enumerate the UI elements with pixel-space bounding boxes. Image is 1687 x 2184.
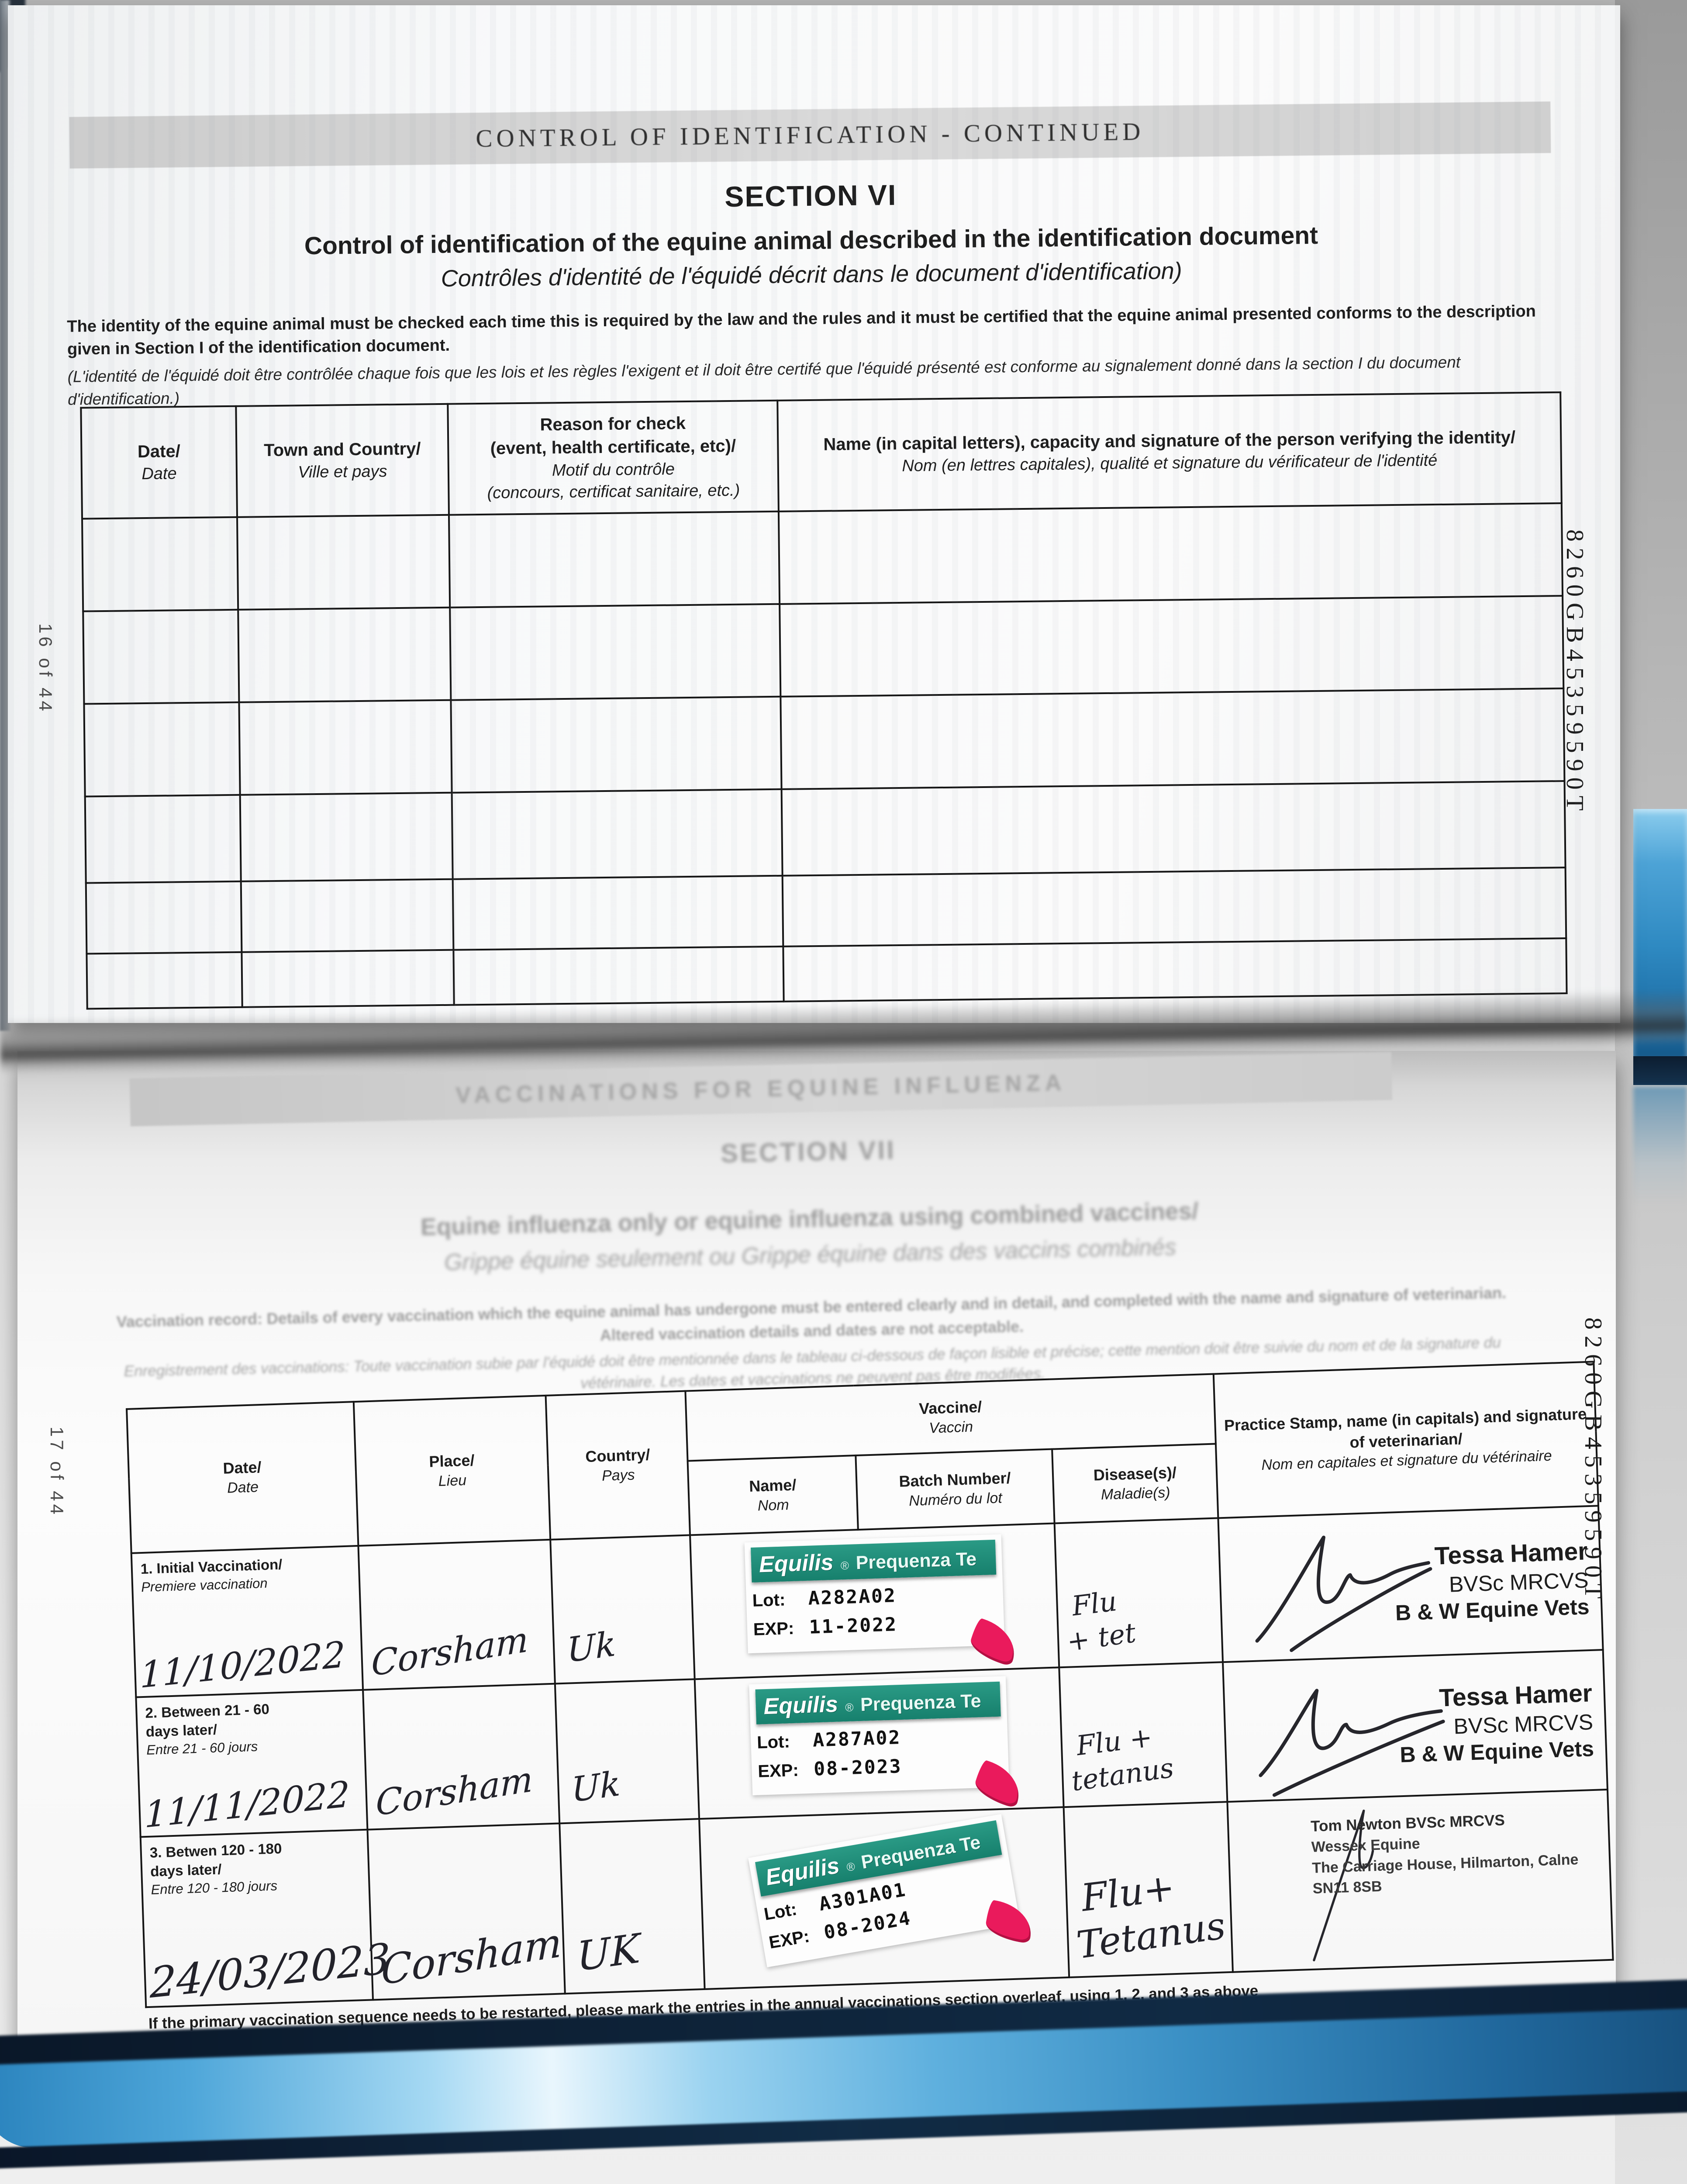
empty-cell [780,596,1564,697]
sticker-brand-band: Equilis ® Prequenza Te [755,1681,1001,1724]
empty-cell [780,688,1565,789]
vaccine-sticker: Equilis ® Prequenza Te Lot: A287A02 EXP: 08-… [749,1676,1027,1809]
empty-row [85,781,1566,883]
passport-number: 8260GB45359590T [1580,1317,1607,1605]
empty-cell [240,792,453,881]
empty-cell [451,696,782,793]
empty-cell [237,515,450,610]
section-title: SECTION VI [724,178,897,213]
empty-cell [452,875,783,950]
date-cell: 2. Between 21 - 60 days later/ Entre 21 … [136,1690,368,1837]
stamp-cell: Tessa Hamer BVSc MRCVS B & W Equine Vets [1218,1506,1603,1662]
vax-col-disease: Disease(s)/ Maladie(s) [1052,1444,1218,1524]
vax-col-place: Place/ Lieu [353,1395,551,1546]
country-cell: Uk [550,1535,695,1684]
empty-cell [85,795,241,883]
vaccine-sticker-cell: Equilis ® Prequenza Te Lot: A282A02 EXP: 11-… [690,1523,1059,1679]
empty-row [84,688,1565,797]
vax-col-country: Country/ Pays [545,1391,690,1540]
empty-cell [783,938,1567,1002]
handwritten-country: Uk [571,1764,621,1811]
practice-stamp: Tessa Hamer BVSc MRCVS B & W Equine Vets [1399,1679,1594,1767]
practice-stamp: Tom Newton BVSc MRCVS Wessex Equine The … [1310,1811,1579,1897]
practice-stamp: Tessa Hamer BVSc MRCVS B & W Equine Vets [1395,1537,1590,1625]
empty-cell [86,881,242,954]
empty-row [82,503,1563,612]
vaccine-sticker: Equilis ® Prequenza Te Lot: A282A02 EXP: 11-… [744,1534,1022,1667]
page-number: 16 of 44 [35,623,56,714]
vaccine-sticker: Equilis ® Prequenza Te Lot: A301A01 EXP: 08-… [748,1814,1036,1967]
empty-cell [452,789,783,879]
cover-reflection [1633,1087,1687,1205]
page-section-vii: VACCINATIONS FOR EQUINE INFLUENZA SECTIO… [17,1051,1616,2070]
id-table-header-row: Date/ Date Town and Country/ Ville et pa… [81,392,1562,519]
empty-cell [453,946,784,1005]
date-cell: 1. Initial Vaccination/ Premiere vaccina… [131,1545,363,1697]
place-cell: Corsham [363,1683,560,1830]
handwritten-date: 11/10/2022 [140,1634,345,1697]
disease-cell: Flu + tetanus [1059,1662,1228,1807]
empty-cell [241,879,454,952]
disease-cell: Flu+ Tetanus [1063,1802,1233,1977]
date-cell: 3. Betwen 120 - 180 days later/ Entre 12… [140,1829,390,2008]
col-date: Date/ Date [81,406,237,519]
vaccinations-banner-title: VACCINATIONS FOR EQUINE INFLUENZA [455,1070,1066,1109]
empty-cell [450,604,781,700]
empty-cell [239,700,452,795]
empty-cell [82,517,238,612]
empty-cell [83,609,239,704]
page-number: 17 of 44 [47,1427,67,1517]
disease-cell: Flu + tet [1054,1518,1223,1668]
empty-cell [781,781,1566,876]
sticker-brand-band: Equilis ® Prequenza Te [750,1539,997,1583]
handwritten-country: UK [576,1925,641,1981]
vax-col-stamp: Practice Stamp, name (in capitals) and s… [1214,1362,1598,1518]
vaccine-sticker-cell: Equilis ® Prequenza Te Lot: A301A01 EXP: 08-… [699,1807,1069,1989]
stamp-cell: Tessa Hamer BVSc MRCVS B & W Equine Vets [1223,1650,1608,1802]
country-cell: Uk [555,1679,700,1824]
handwritten-country: Uk [566,1624,617,1671]
page-section-vi: CONTROL OF IDENTIFICATION - CONTINUED SE… [8,5,1620,1023]
empty-cell [86,952,242,1009]
empty-cell [241,950,454,1007]
empty-cell [448,511,780,608]
empty-cell [84,702,240,797]
country-cell: UK [559,1819,705,1994]
section-vii-title: SECTION VII [720,1135,896,1168]
col-reason: Reason for check (event, health certific… [448,400,779,515]
col-town-country: Town and Country/ Ville et pays [236,404,449,517]
empty-cell [238,607,451,702]
place-cell: Corsham [367,1823,566,2000]
empty-row [83,596,1564,704]
handwritten-date: 24/03/2023 [150,1934,390,2008]
page-header-bar: CONTROL OF IDENTIFICATION - CONTINUED [69,101,1551,169]
identification-table: Date/ Date Town and Country/ Ville et pa… [80,391,1567,1009]
sticker-swoosh-icon [983,1899,1036,1944]
vaccination-table: Date/ Date Place/ Lieu Country/ Pays Vac… [126,1361,1614,2008]
stamp-cell: Tom Newton BVSc MRCVS Wessex Equine The … [1227,1789,1613,1972]
empty-cell [782,867,1566,947]
col-name-signature: Name (in capital letters), capacity and … [777,392,1562,511]
page-header-title: CONTROL OF IDENTIFICATION - CONTINUED [476,117,1145,152]
place-cell: Corsham [358,1539,555,1690]
vaccine-sticker-cell: Equilis ® Prequenza Te Lot: A287A02 EXP: 08-… [695,1667,1064,1819]
handwritten-date: 11/11/2022 [144,1773,350,1836]
vax-col-batch: Batch Number/ Numéro du lot [856,1449,1055,1530]
vax-col-name: Name/ Nom [687,1455,859,1535]
empty-cell [778,503,1563,604]
vax-col-date: Date/ Date [127,1402,359,1553]
passport-number: 8260GB45359590T [1561,529,1588,817]
